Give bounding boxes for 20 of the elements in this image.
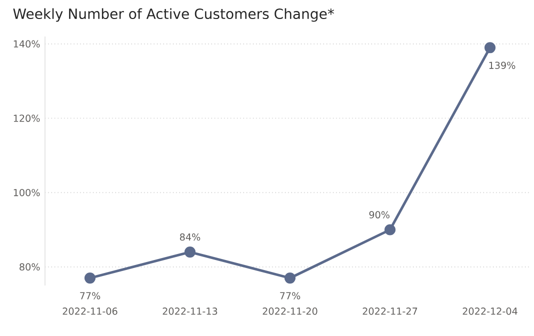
point: [184, 246, 196, 258]
y-tick-label: 100%: [14, 188, 40, 196]
chart-title: Weekly Number of Active Customers Change*: [13, 8, 334, 22]
data-label: 84%: [180, 233, 200, 241]
point: [384, 224, 396, 236]
x-tick-label: 2022-11-20: [262, 308, 318, 315]
data-label: 90%: [369, 211, 390, 218]
point: [484, 42, 496, 54]
data-label: 77%: [80, 292, 100, 300]
x-tick-label: 2022-11-06: [62, 308, 118, 315]
y-tick-label: 140%: [14, 40, 40, 48]
point: [84, 272, 96, 284]
point: [284, 272, 296, 284]
y-tick-label: 80%: [20, 263, 40, 271]
y-tick-label: 120%: [14, 114, 40, 122]
x-tick-label: 2022-11-27: [362, 308, 418, 315]
data-label: 77%: [280, 292, 300, 300]
x-tick-label: 2022-11-13: [162, 308, 218, 315]
data-label: 139%: [489, 62, 516, 69]
x-tick-label: 2022-12-04: [462, 308, 518, 315]
